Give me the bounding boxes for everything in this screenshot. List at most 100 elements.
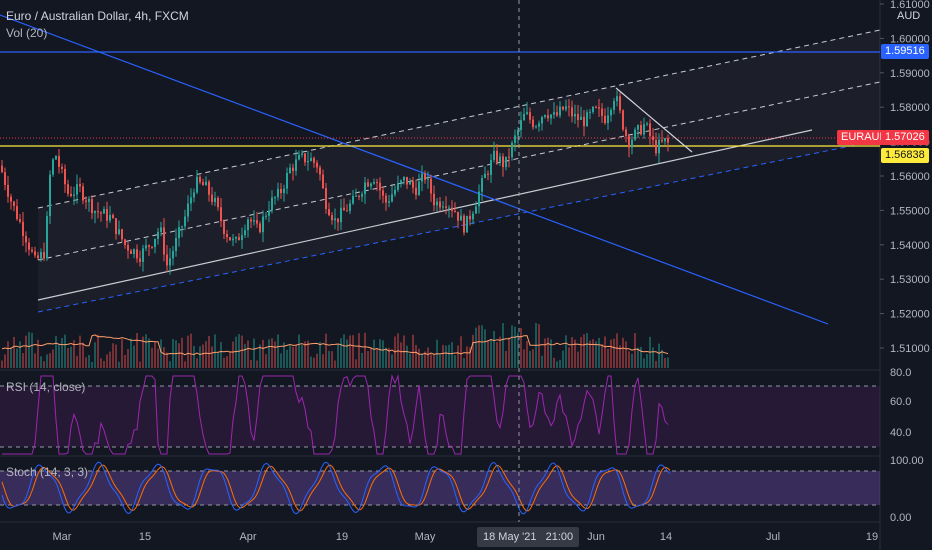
candle-body — [313, 158, 315, 163]
volume-bar — [103, 360, 105, 368]
volume-bar — [352, 335, 354, 368]
candle-body — [475, 206, 477, 214]
volume-bar — [16, 348, 18, 368]
volume-bar — [118, 361, 120, 368]
candle-body — [250, 219, 252, 222]
candle-body — [16, 206, 18, 220]
volume-bar — [52, 349, 54, 368]
volume-bar — [244, 344, 246, 368]
volume-bar — [178, 343, 180, 368]
volume-bar — [205, 341, 207, 368]
volume-bar — [406, 345, 408, 368]
candle-body — [55, 156, 57, 160]
volume-bar — [79, 335, 81, 368]
volume-bar — [367, 351, 369, 368]
candle-body — [502, 156, 504, 168]
candle-body — [298, 154, 300, 160]
volume-bar — [385, 347, 387, 368]
candle-body — [337, 218, 339, 223]
rsi-indicator-label[interactable]: RSI (14, close) — [6, 380, 86, 394]
stoch-indicator-label[interactable]: Stoch (14, 3, 3) — [6, 465, 89, 479]
candle-body — [403, 176, 405, 181]
candle-body — [166, 254, 168, 266]
volume-bar — [658, 343, 660, 368]
volume-bar — [586, 333, 588, 368]
candle-body — [4, 172, 6, 185]
candle-body — [667, 138, 669, 143]
volume-bar — [466, 346, 468, 368]
volume-bar — [349, 335, 351, 368]
candle-body — [373, 182, 375, 184]
volume-bar — [418, 348, 420, 368]
candle-body — [157, 231, 159, 239]
rsi-tick-label: 40.0 — [890, 427, 911, 439]
volume-bar — [646, 354, 648, 368]
candle-body — [661, 139, 663, 142]
candle-body — [493, 150, 495, 161]
candle-body — [271, 197, 273, 211]
volume-bar — [361, 352, 363, 368]
candle-body — [148, 245, 150, 247]
volume-bar — [652, 347, 654, 368]
volume-bar — [112, 343, 114, 368]
candle-body — [601, 108, 603, 116]
volume-bar — [286, 349, 288, 368]
volume-bar — [196, 358, 198, 368]
candle-body — [367, 182, 369, 187]
volume-bar — [73, 340, 75, 368]
volume-bar — [109, 351, 111, 368]
volume-bar — [97, 334, 99, 368]
volume-bar — [22, 353, 24, 368]
price-tick-label: 1.55000 — [890, 205, 930, 217]
volume-bar — [379, 339, 381, 368]
candle-body — [52, 159, 54, 175]
candle-body — [79, 184, 81, 187]
candle-body — [1, 165, 3, 173]
volume-bar — [304, 341, 306, 368]
candle-body — [310, 158, 312, 161]
volume-bar — [82, 342, 84, 368]
candle-body — [118, 229, 120, 235]
candle-body — [67, 184, 69, 194]
volume-bar — [469, 347, 471, 368]
candle-body — [280, 188, 282, 194]
candle-body — [556, 112, 558, 116]
volume-bar — [532, 349, 534, 368]
candles-group — [1, 90, 669, 275]
volume-bar — [193, 346, 195, 368]
volume-bar — [88, 354, 90, 368]
candle-body — [391, 194, 393, 202]
candle-body — [355, 195, 357, 197]
volume-bar — [127, 348, 129, 368]
candle-body — [295, 159, 297, 171]
volume-indicator-label[interactable]: Vol (20) — [6, 26, 48, 40]
volume-bar — [607, 348, 609, 368]
volume-bar — [439, 354, 441, 368]
volume-bar — [664, 357, 666, 368]
support-level-price-label: 1.56838 — [881, 148, 929, 163]
candle-body — [319, 167, 321, 175]
candle-body — [565, 106, 567, 110]
candle-body — [139, 258, 141, 262]
candle-body — [595, 106, 597, 108]
candle-body — [43, 252, 45, 259]
volume-bar — [61, 337, 63, 368]
volume-bar — [373, 339, 375, 368]
candle-body — [352, 195, 354, 204]
volume-bar — [67, 348, 69, 368]
candle-body — [427, 178, 429, 180]
candle-body — [406, 176, 408, 185]
volume-bar — [133, 345, 135, 368]
volume-bar — [124, 354, 126, 368]
volume-bar — [346, 339, 348, 368]
candle-body — [208, 181, 210, 195]
volume-bar — [421, 354, 423, 368]
rsi-tick-label: 80.0 — [890, 367, 911, 379]
volume-bar — [556, 361, 558, 368]
candle-body — [640, 125, 642, 135]
candle-body — [307, 160, 309, 163]
stoch-d-line — [1, 464, 671, 512]
volume-bar — [235, 336, 237, 368]
